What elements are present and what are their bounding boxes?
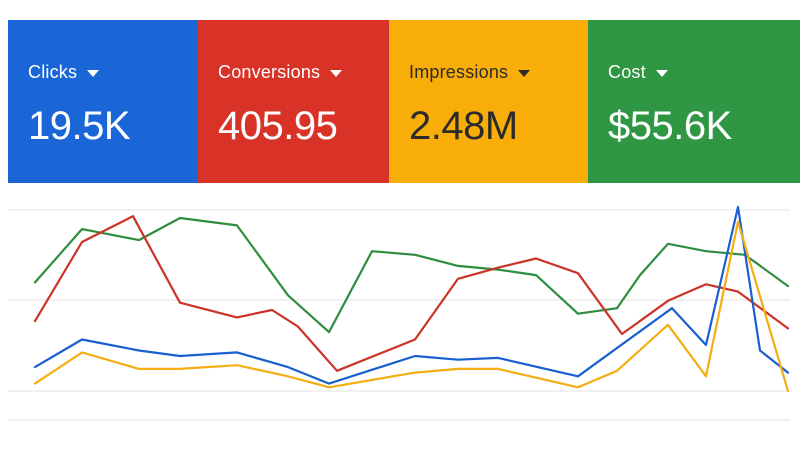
series-line-conversions — [33, 215, 790, 372]
chevron-down-icon[interactable] — [655, 69, 668, 77]
chevron-down-icon[interactable] — [518, 69, 531, 77]
chart-grid — [8, 209, 790, 421]
metric-header-impressions[interactable]: Impressions — [409, 62, 588, 82]
metric-value-clicks: 19.5K — [28, 104, 131, 148]
metric-label-conversions: Conversions — [218, 62, 321, 82]
metric-card-clicks[interactable]: Clicks 19.5K — [8, 20, 198, 183]
chevron-down-icon[interactable] — [330, 69, 343, 77]
metric-card-cost[interactable]: Cost $55.6K — [588, 20, 800, 183]
metric-card-conversions[interactable]: Conversions 405.95 — [198, 20, 389, 183]
metric-label-clicks: Clicks — [28, 62, 78, 82]
metric-header-cost[interactable]: Cost — [608, 62, 800, 82]
metric-label-cost: Cost — [608, 62, 646, 82]
chart-series — [33, 205, 790, 393]
metric-card-impressions[interactable]: Impressions 2.48M — [389, 20, 588, 183]
metric-value-impressions: 2.48M — [409, 104, 518, 148]
metric-header-conversions[interactable]: Conversions — [218, 62, 389, 82]
performance-line-chart — [8, 205, 790, 421]
series-line-cost — [33, 216, 790, 334]
series-line-impressions — [33, 220, 790, 393]
metric-label-impressions: Impressions — [409, 62, 509, 82]
metric-header-clicks[interactable]: Clicks — [28, 62, 198, 82]
metric-value-cost: $55.6K — [608, 104, 732, 148]
series-line-clicks — [33, 205, 790, 385]
metric-value-conversions: 405.95 — [218, 104, 338, 148]
metric-cards: Clicks 19.5K Conversions 405.95 Impressi… — [8, 20, 800, 183]
chevron-down-icon[interactable] — [87, 69, 100, 77]
